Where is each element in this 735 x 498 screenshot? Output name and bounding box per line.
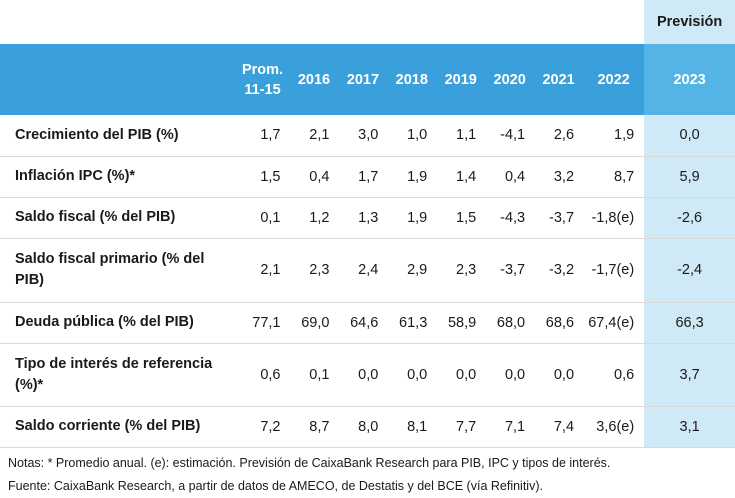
value-cell: 2,9: [387, 238, 437, 303]
forecast-cell: -2,4: [644, 238, 735, 303]
table-row: Deuda pública (% del PIB) 77,1 69,0 64,6…: [0, 302, 735, 344]
prom-cell: 0,1: [235, 197, 290, 239]
value-cell: 1,9: [387, 197, 437, 239]
value-cell: 2,3: [289, 238, 339, 303]
value-cell: 2,3: [436, 238, 486, 303]
forecast-cell: 3,7: [644, 343, 735, 407]
value-cell: 1,3: [338, 197, 388, 239]
value-cell: 2,4: [338, 238, 388, 303]
prom-cell: 77,1: [235, 302, 290, 344]
row-label: Crecimiento del PIB (%): [0, 115, 236, 157]
forecast-cell: 5,9: [644, 156, 735, 198]
table-row: Inflación IPC (%)* 1,5 0,4 1,7 1,9 1,4 0…: [0, 156, 735, 198]
value-cell: -4,1: [485, 115, 535, 157]
forecast-title: Previsión: [644, 0, 735, 44]
row-label: Saldo fiscal primario (% del PIB): [0, 238, 236, 303]
forecast-cell: 0,0: [644, 115, 735, 157]
value-cell: 2,1: [289, 115, 339, 157]
value-cell: -3,7: [534, 197, 584, 239]
value-cell: 3,6(e): [583, 406, 645, 448]
value-cell: 8,7: [289, 406, 339, 448]
forecast-cell: 3,1: [644, 406, 735, 448]
value-cell: 61,3: [387, 302, 437, 344]
forecast-cell: -2,6: [644, 197, 735, 239]
source-text: Fuente: CaixaBank Research, a partir de …: [8, 479, 543, 493]
value-cell: 68,6: [534, 302, 584, 344]
value-cell: -3,2: [534, 238, 584, 303]
value-cell: 68,0: [485, 302, 535, 344]
year-header: 2018: [387, 44, 437, 115]
prom-header-line1: Prom.: [241, 61, 284, 78]
table-row: Saldo corriente (% del PIB) 7,2 8,7 8,0 …: [0, 406, 735, 448]
forecast-year-header: 2023: [644, 44, 735, 115]
prom-cell: 2,1: [235, 238, 290, 303]
value-cell: 0,0: [338, 343, 388, 407]
row-label: Saldo corriente (% del PIB): [0, 406, 236, 448]
value-cell: 8,1: [387, 406, 437, 448]
table-row: Saldo fiscal (% del PIB) 0,1 1,2 1,3 1,9…: [0, 197, 735, 239]
value-cell: -1,8(e): [583, 197, 645, 239]
row-label: Tipo de interés de referencia (%)*: [0, 343, 236, 407]
prom-cell: 1,7: [235, 115, 290, 157]
value-cell: 0,4: [485, 156, 535, 198]
value-cell: -1,7(e): [583, 238, 645, 303]
label-header: [0, 44, 236, 115]
value-cell: 1,9: [583, 115, 645, 157]
value-cell: 0,4: [289, 156, 339, 198]
value-cell: 3,2: [534, 156, 584, 198]
year-header: 2016: [289, 44, 339, 115]
macro-table-container: Previsión Prom. 11-15 2016 2017 2018 201…: [0, 0, 735, 448]
value-cell: -3,7: [485, 238, 535, 303]
notes-text: Notas: * Promedio anual. (e): estimación…: [8, 456, 611, 470]
macro-indicators-table: Previsión Prom. 11-15 2016 2017 2018 201…: [0, 0, 735, 448]
value-cell: 1,7: [338, 156, 388, 198]
value-cell: 1,1: [436, 115, 486, 157]
value-cell: 1,5: [436, 197, 486, 239]
value-cell: 8,7: [583, 156, 645, 198]
prom-cell: 0,6: [235, 343, 290, 407]
value-cell: 58,9: [436, 302, 486, 344]
value-cell: 2,6: [534, 115, 584, 157]
prom-header-line2: 11-15: [244, 81, 281, 98]
value-cell: 0,0: [534, 343, 584, 407]
value-cell: 64,6: [338, 302, 388, 344]
year-header: 2021: [534, 44, 584, 115]
year-header: 2017: [338, 44, 388, 115]
value-cell: 1,2: [289, 197, 339, 239]
value-cell: 8,0: [338, 406, 388, 448]
table-row: Tipo de interés de referencia (%)* 0,6 0…: [0, 343, 735, 407]
row-label: Inflación IPC (%)*: [0, 156, 236, 198]
prom-header: Prom. 11-15: [235, 44, 290, 115]
table-row: Saldo fiscal primario (% del PIB) 2,1 2,…: [0, 238, 735, 303]
prom-cell: 7,2: [235, 406, 290, 448]
value-cell: 1,4: [436, 156, 486, 198]
header-row: Prom. 11-15 2016 2017 2018 2019 2020 202…: [0, 44, 735, 115]
value-cell: 7,1: [485, 406, 535, 448]
value-cell: 3,0: [338, 115, 388, 157]
year-header: 2022: [583, 44, 645, 115]
value-cell: 0,6: [583, 343, 645, 407]
year-header: 2020: [485, 44, 535, 115]
year-header: 2019: [436, 44, 486, 115]
value-cell: 0,1: [289, 343, 339, 407]
value-cell: 7,7: [436, 406, 486, 448]
value-cell: 67,4(e): [583, 302, 645, 344]
prom-cell: 1,5: [235, 156, 290, 198]
value-cell: 69,0: [289, 302, 339, 344]
forecast-cell: 66,3: [644, 302, 735, 344]
row-label: Deuda pública (% del PIB): [0, 302, 236, 344]
value-cell: 0,0: [387, 343, 437, 407]
value-cell: 0,0: [485, 343, 535, 407]
value-cell: 1,0: [387, 115, 437, 157]
value-cell: 0,0: [436, 343, 486, 407]
forecast-title-row: Previsión: [0, 0, 735, 44]
footnotes: Notas: * Promedio anual. (e): estimación…: [8, 452, 610, 498]
value-cell: -4,3: [485, 197, 535, 239]
table-row: Crecimiento del PIB (%) 1,7 2,1 3,0 1,0 …: [0, 115, 735, 157]
value-cell: 1,9: [387, 156, 437, 198]
value-cell: 7,4: [534, 406, 584, 448]
row-label: Saldo fiscal (% del PIB): [0, 197, 236, 239]
